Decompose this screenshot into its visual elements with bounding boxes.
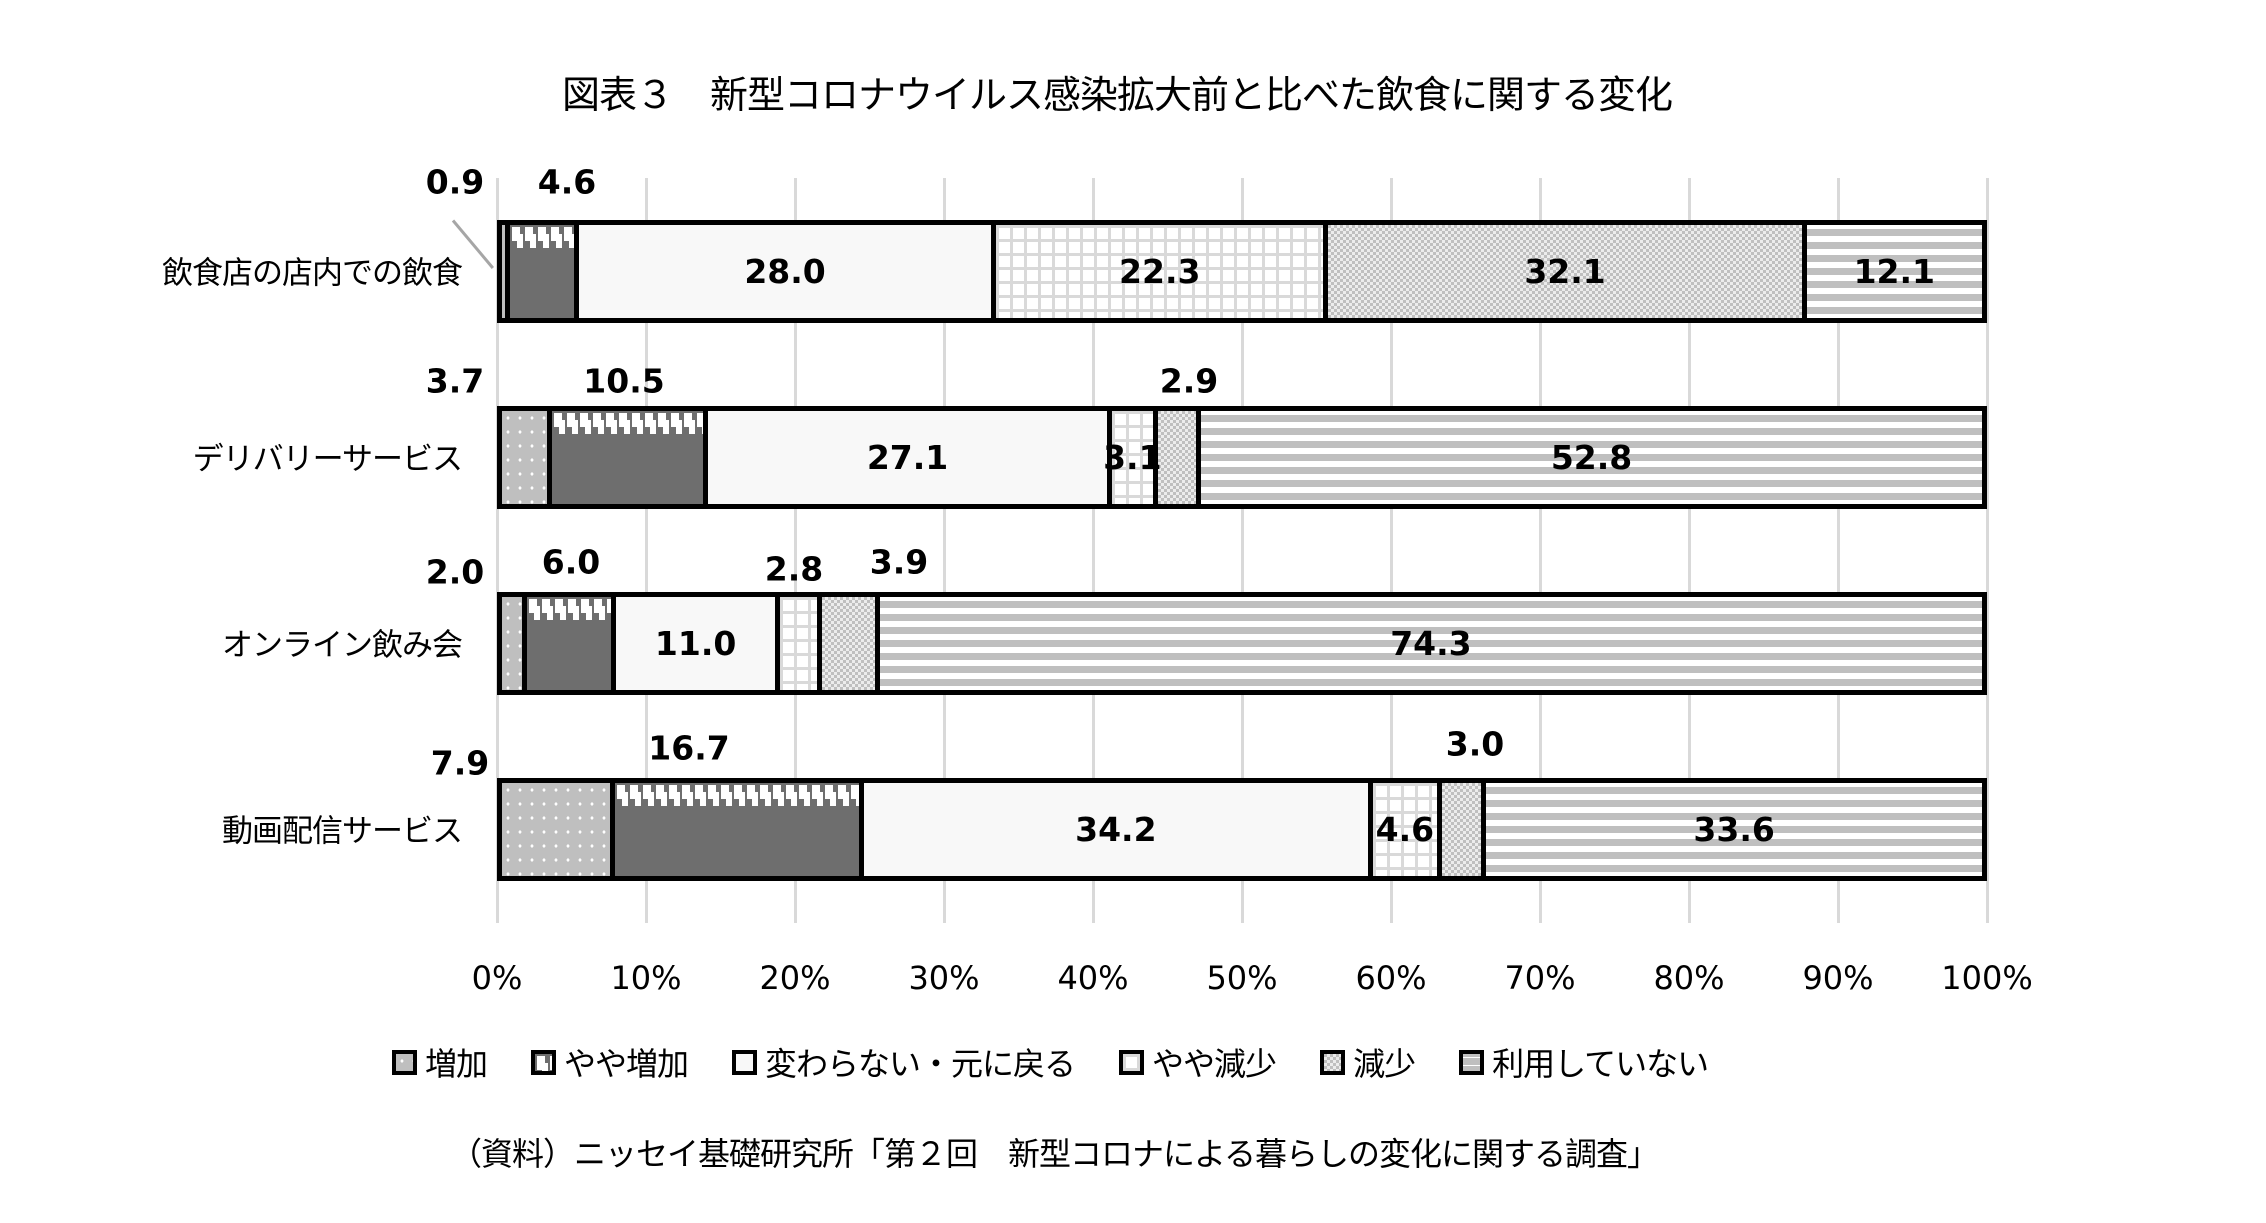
data-label: 74.3 bbox=[1390, 624, 1472, 663]
data-label: 32.1 bbox=[1524, 252, 1606, 291]
bar-segment bbox=[775, 592, 822, 695]
legend-swatch-icon bbox=[392, 1049, 417, 1075]
data-label: 52.8 bbox=[1550, 438, 1633, 477]
gridline bbox=[645, 178, 648, 923]
x-tick-label: 40% bbox=[1057, 959, 1129, 997]
data-label: 3.0 bbox=[1445, 724, 1505, 764]
category-label: デリバリーサービス bbox=[192, 441, 463, 477]
bar-segment: 11.0 bbox=[611, 592, 781, 695]
legend-label: やや減少 bbox=[1152, 1045, 1277, 1083]
x-tick-label: 100% bbox=[1941, 959, 2033, 997]
bar-segment bbox=[609, 778, 864, 881]
data-label: 22.3 bbox=[1119, 252, 1201, 291]
legend-item: やや減少 bbox=[1119, 1039, 1277, 1085]
legend-swatch-icon bbox=[1119, 1049, 1145, 1075]
legend-item: 増加 bbox=[392, 1039, 488, 1085]
stacked-bar: 27.1 3.1 52.8 bbox=[497, 406, 1987, 509]
legend-item: やや増加 bbox=[531, 1039, 689, 1085]
bar-segment bbox=[1152, 406, 1202, 509]
legend-swatch-icon bbox=[1320, 1049, 1346, 1075]
data-label: 33.6 bbox=[1693, 810, 1775, 849]
x-tick-label: 90% bbox=[1802, 959, 1874, 997]
x-tick-label: 60% bbox=[1355, 959, 1427, 997]
stacked-bar: 28.0 22.3 32.1 12.1 bbox=[497, 220, 1987, 323]
legend-label: やや増加 bbox=[564, 1045, 689, 1083]
gridline bbox=[1986, 178, 1989, 923]
data-label: 12.1 bbox=[1853, 252, 1936, 291]
gridline bbox=[1092, 178, 1095, 923]
bar-segment bbox=[1436, 778, 1487, 881]
bar-segment: 74.3 bbox=[874, 592, 1987, 695]
chart-title: 図表３ 新型コロナウイルス感染拡大前と比べた飲食に関する変化 bbox=[561, 73, 1673, 117]
data-label: 10.5 bbox=[583, 361, 665, 401]
bar-segment: 32.1 bbox=[1323, 220, 1807, 323]
bar-segment bbox=[497, 406, 553, 509]
legend-item: 変わらない・元に戻る bbox=[732, 1039, 1076, 1085]
x-tick-label: 50% bbox=[1206, 959, 1278, 997]
bar-segment: 28.0 bbox=[573, 220, 997, 323]
category-label: 動画配信サービス bbox=[222, 813, 463, 849]
gridline bbox=[496, 178, 499, 923]
gridline bbox=[794, 178, 797, 923]
legend: 増加 やや増加 変わらない・元に戻る やや減少 減少 利用していない bbox=[392, 1039, 1752, 1085]
bar-segment bbox=[547, 406, 709, 509]
data-label: 4.6 bbox=[537, 162, 597, 202]
data-label: 7.9 bbox=[430, 743, 490, 783]
bar-segment: 27.1 bbox=[703, 406, 1112, 509]
x-tick-label: 0% bbox=[471, 959, 523, 997]
data-label: 6.0 bbox=[541, 542, 601, 582]
data-label: 2.0 bbox=[425, 552, 485, 592]
data-label: 11.0 bbox=[654, 624, 737, 663]
gridline bbox=[943, 178, 946, 923]
category-label: 飲食店の店内での飲食 bbox=[162, 255, 463, 291]
x-tick-label: 80% bbox=[1653, 959, 1725, 997]
bar-segment: 22.3 bbox=[991, 220, 1329, 323]
bar-segment: 52.8 bbox=[1196, 406, 1987, 509]
bar-segment bbox=[505, 220, 579, 323]
stacked-bar: 11.0 74.3 bbox=[497, 592, 1987, 695]
legend-label: 変わらない・元に戻る bbox=[765, 1045, 1076, 1083]
data-label: 16.7 bbox=[648, 728, 730, 768]
plot-area bbox=[496, 178, 1989, 923]
gridline bbox=[1390, 178, 1393, 923]
data-label: 3.9 bbox=[869, 542, 929, 582]
data-label: 3.1 bbox=[1103, 438, 1162, 477]
legend-swatch-icon bbox=[732, 1049, 758, 1075]
x-tick-label: 20% bbox=[759, 959, 831, 997]
gridline bbox=[1837, 178, 1840, 923]
data-label: 34.2 bbox=[1075, 810, 1157, 849]
source-note: （資料）ニッセイ基礎研究所「第２回 新型コロナによる暮らしの変化に関する調査」 bbox=[450, 1135, 1659, 1173]
category-label: オンライン飲み会 bbox=[222, 627, 463, 663]
x-tick-label: 70% bbox=[1504, 959, 1576, 997]
bar-segment bbox=[816, 592, 880, 695]
data-label: 27.1 bbox=[866, 438, 949, 477]
x-tick-label: 10% bbox=[610, 959, 682, 997]
legend-swatch-icon bbox=[1459, 1049, 1485, 1075]
gridline bbox=[1688, 178, 1691, 923]
bar-segment: 4.6 bbox=[1368, 778, 1442, 881]
data-label: 3.7 bbox=[425, 361, 485, 401]
data-label: 2.8 bbox=[764, 549, 824, 589]
legend-swatch-icon bbox=[531, 1049, 557, 1075]
legend-label: 減少 bbox=[1353, 1045, 1416, 1083]
stacked-bar: 34.2 4.6 33.6 bbox=[497, 778, 1987, 881]
bar-segment: 12.1 bbox=[1801, 220, 1987, 323]
data-label: 28.0 bbox=[744, 252, 826, 291]
legend-label: 利用していない bbox=[1492, 1045, 1709, 1083]
legend-item: 減少 bbox=[1320, 1039, 1416, 1085]
bar-segment bbox=[497, 778, 615, 881]
bar-segment: 33.6 bbox=[1481, 778, 1987, 881]
gridline bbox=[1241, 178, 1244, 923]
x-tick-label: 30% bbox=[908, 959, 980, 997]
data-label: 0.9 bbox=[425, 162, 485, 202]
legend-label: 増加 bbox=[425, 1045, 488, 1083]
bar-segment: 34.2 bbox=[858, 778, 1374, 881]
legend-item: 利用していない bbox=[1459, 1039, 1709, 1085]
data-label: 4.6 bbox=[1375, 810, 1435, 849]
gridline bbox=[1539, 178, 1542, 923]
data-label: 2.9 bbox=[1159, 361, 1219, 401]
bar-segment: 3.1 bbox=[1103, 406, 1162, 509]
bar-segment bbox=[521, 592, 617, 695]
